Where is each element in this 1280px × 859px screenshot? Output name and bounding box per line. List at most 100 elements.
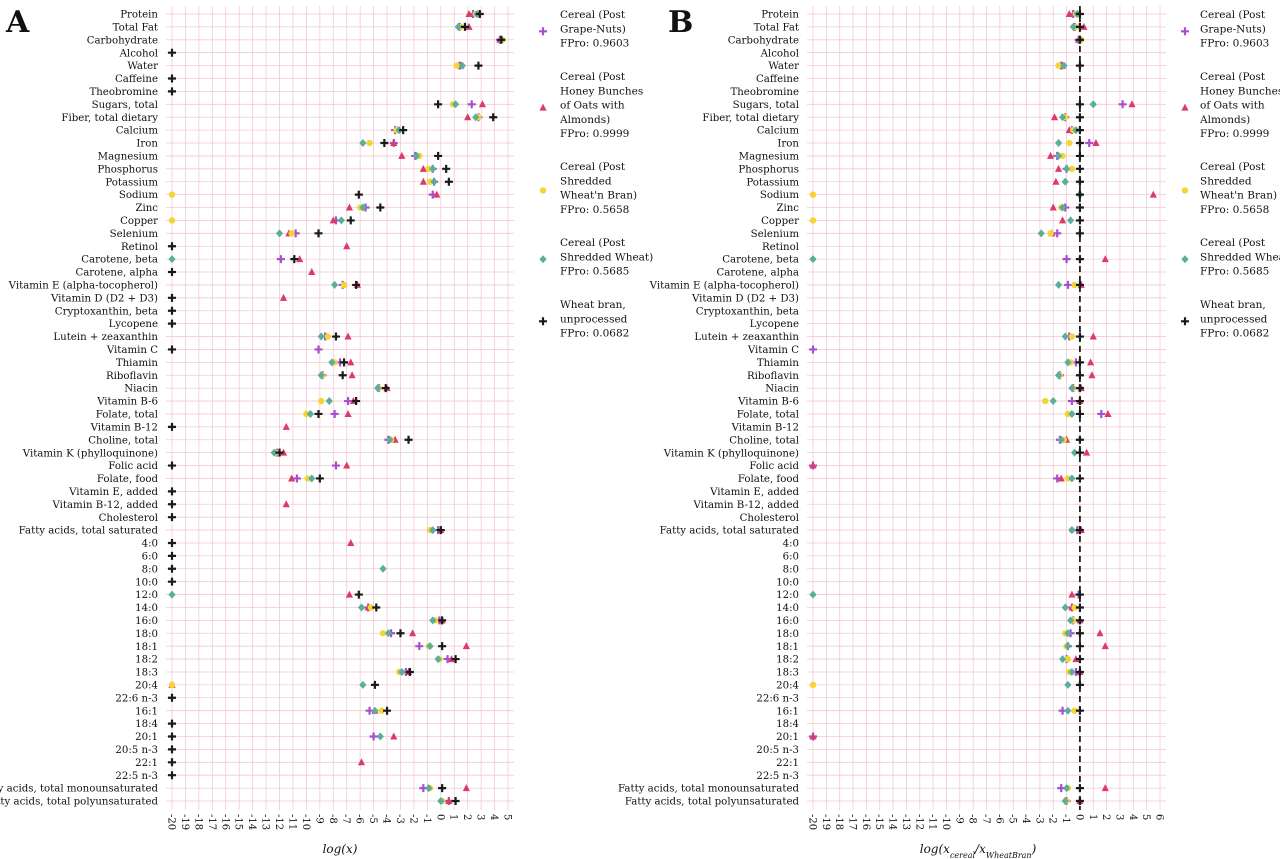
point-b-honey-bunches-iron xyxy=(1092,139,1100,147)
nutrient-label: Riboflavin xyxy=(747,371,799,382)
point-a-honey-bunches-folate-food xyxy=(288,474,296,482)
nutrient-label: Fatty acids, total polyunsaturated xyxy=(0,797,158,808)
point-a-shredded-wheat-iron xyxy=(359,139,367,148)
nutrient-label: Fatty acids, total saturated xyxy=(19,526,159,537)
point-b-wheat-bran-sodium xyxy=(1075,190,1084,199)
point-a-wheat-n-bran-20-4 xyxy=(168,681,176,689)
point-b-wheat-bran-magnesium xyxy=(1075,151,1084,160)
point-b-shredded-wheat-18-2 xyxy=(1058,655,1067,664)
point-b-wheat-bran-zinc xyxy=(1075,203,1084,212)
nutrient-label: Calcium xyxy=(757,126,800,137)
legend-label-shredded-wheat: Shredded Wheat) xyxy=(1200,251,1280,263)
point-b-wheat-bran-18-1 xyxy=(1075,642,1084,651)
panel-a-letter: A xyxy=(5,5,30,40)
point-b-grape-nuts-selenium xyxy=(1053,229,1062,238)
legend-label-wheat-n-bran: Wheat'n Bran) xyxy=(1200,190,1277,202)
nutrient-label: 20:1 xyxy=(135,732,158,743)
point-a-shredded-wheat-8-0 xyxy=(379,564,387,573)
legend-label-wheat-n-bran: FPro: 0.5658 xyxy=(1200,204,1269,216)
point-a-honey-bunches-sugars-total xyxy=(478,100,487,108)
point-a-wheat-bran-copper xyxy=(346,216,355,225)
point-a-wheat-n-bran-sodium xyxy=(168,191,176,198)
point-b-wheat-bran-carotene-beta xyxy=(1075,255,1084,264)
nutrient-label: Iron xyxy=(136,139,158,150)
point-b-wheat-bran-folate-total xyxy=(1075,409,1084,418)
nutrient-label: 22:1 xyxy=(135,758,158,769)
nutrient-label: Cholesterol xyxy=(99,513,158,524)
point-b-shredded-wheat-total-fat xyxy=(1069,22,1077,31)
point-a-wheat-bran-water xyxy=(474,61,483,70)
point-b-wheat-bran-potassium xyxy=(1075,177,1084,186)
nutrient-label: 18:0 xyxy=(135,629,158,640)
series-shredded-wheat xyxy=(168,10,505,805)
point-b-shredded-wheat-niacin xyxy=(1068,384,1076,393)
point-a-honey-bunches-copper xyxy=(329,216,337,224)
nutrient-label: Folic acid xyxy=(108,461,158,472)
legend-label-wheat-n-bran: Wheat'n Bran) xyxy=(560,190,637,202)
nutrient-label: 20:1 xyxy=(776,732,799,743)
point-b-honey-bunches-protein xyxy=(1065,10,1073,17)
nutrient-label: Vitamin E (alpha-tocopherol) xyxy=(649,280,799,292)
x-tick-label: -16 xyxy=(219,814,230,830)
nutrient-label: 4:0 xyxy=(783,539,799,550)
point-a-grape-nuts-folic-acid xyxy=(331,461,340,470)
legend-label-honey-bunches: Almonds) xyxy=(1199,114,1250,126)
legend-marker-wheat-n-bran xyxy=(1181,187,1189,194)
nutrient-label: Caffeine xyxy=(115,74,158,85)
nutrient-label: Carotene, beta xyxy=(81,255,158,266)
point-a-wheat-bran-20-5-n-3 xyxy=(168,745,176,754)
legend-label-wheat-n-bran: Shredded xyxy=(1200,175,1252,187)
point-a-shredded-wheat-thiamin xyxy=(328,358,336,367)
point-a-wheat-bran-20-1 xyxy=(168,732,176,741)
point-b-shredded-wheat-magnesium xyxy=(1054,151,1063,160)
point-a-wheat-bran-18-0 xyxy=(396,629,405,638)
point-a-wheat-bran-6-0 xyxy=(168,551,176,560)
nutrient-label: Cholesterol xyxy=(740,513,799,524)
point-a-honey-bunches-protein xyxy=(465,10,473,17)
legend-a: Cereal (Post Grape-Nuts) FPro: 0.9603 Cerea… xyxy=(539,9,653,340)
legend-label-wheat-bran: unprocessed xyxy=(1200,313,1268,325)
point-b-wheat-bran-selenium xyxy=(1075,229,1084,238)
point-b-shredded-wheat-copper xyxy=(1066,216,1075,225)
point-a-shredded-wheat-vitamin-e-alpha-tocopherol xyxy=(331,280,339,289)
point-b-honey-bunches-folic-acid xyxy=(809,461,817,469)
point-b-shredded-wheat-potassium xyxy=(1061,177,1069,186)
x-tick-label: -7 xyxy=(980,814,991,824)
point-a-wheat-n-bran-phosphorus xyxy=(425,165,432,173)
point-b-wheat-bran-folate-food xyxy=(1075,474,1084,483)
point-a-wheat-bran-caffeine xyxy=(168,74,176,83)
nutrient-label: 18:1 xyxy=(776,642,799,653)
point-a-grape-nuts-20-1 xyxy=(369,732,378,741)
x-tick-label: 6 xyxy=(1154,814,1165,820)
point-a-grape-nuts-sugars-total xyxy=(467,100,476,109)
point-a-wheat-bran-fiber-total-dietary xyxy=(489,113,498,122)
point-a-wheat-bran-vitamin-c xyxy=(168,345,176,354)
nutrient-label: 22:6 n-3 xyxy=(756,693,799,704)
nutrient-label: Vitamin B-6 xyxy=(96,397,158,408)
nutrient-label: 8:0 xyxy=(142,564,158,575)
point-b-wheat-bran-fiber-total-dietary xyxy=(1075,113,1084,122)
point-a-wheat-n-bran-14-0 xyxy=(367,604,375,611)
x-tick-label: -3 xyxy=(1033,814,1044,824)
nutrient-label: Vitamin E, added xyxy=(709,487,799,498)
nutrient-label: Choline, total xyxy=(729,435,799,446)
point-a-honey-bunches-total-fat xyxy=(465,22,473,30)
point-a-honey-bunches-fiber-total-dietary xyxy=(464,113,472,121)
point-a-honey-bunches-iron xyxy=(390,139,398,147)
point-b-honey-bunches-sodium xyxy=(1149,190,1157,198)
x-tick-label: -16 xyxy=(860,814,871,830)
legend-label-honey-bunches: Cereal (Post xyxy=(560,71,626,83)
point-a-grape-nuts-vitamin-c xyxy=(314,345,323,354)
nutrient-label: Total Fat xyxy=(113,23,159,34)
legend-marker-honey-bunches xyxy=(539,103,547,111)
nutrient-label: 14:0 xyxy=(776,603,799,614)
point-a-wheat-bran-sodium xyxy=(354,190,363,199)
nutrient-label: Niacin xyxy=(765,384,799,395)
nutrient-label: Lutein + zeaxanthin xyxy=(53,332,158,343)
nutrient-label: Zinc xyxy=(776,203,799,214)
point-a-wheat-bran-cholesterol xyxy=(168,513,176,522)
x-tick-label: 3 xyxy=(475,814,486,820)
legend-marker-wheat-bran xyxy=(1181,317,1189,326)
point-a-wheat-bran-vitamin-e-added xyxy=(168,487,176,496)
nutrient-label: Water xyxy=(127,61,158,72)
